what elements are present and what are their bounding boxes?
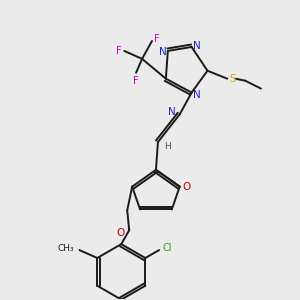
Text: F: F: [154, 34, 160, 44]
Text: N: N: [168, 107, 176, 117]
Text: F: F: [133, 76, 139, 85]
Text: N: N: [193, 41, 200, 51]
Text: S: S: [229, 74, 236, 84]
Text: O: O: [182, 182, 191, 192]
Text: Cl: Cl: [162, 243, 172, 253]
Text: CH₃: CH₃: [57, 244, 74, 253]
Text: N: N: [159, 47, 167, 57]
Text: H: H: [164, 142, 171, 151]
Text: F: F: [116, 46, 122, 56]
Text: O: O: [116, 228, 124, 238]
Text: N: N: [193, 89, 200, 100]
